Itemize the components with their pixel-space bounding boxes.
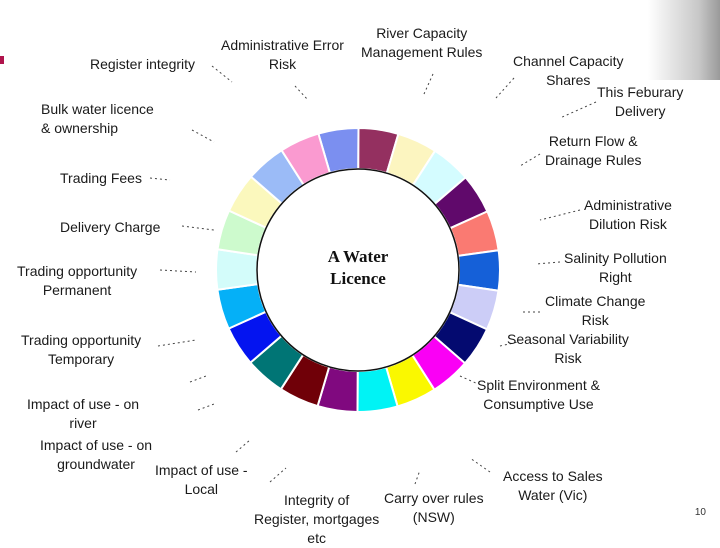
label-river-capacity-management-rules: River Capacity Management Rules [361,25,483,60]
label-trading-fees: Trading Fees [60,170,142,186]
label-bulk-water-licence-ownership: Bulk water licence & ownership [41,101,154,136]
leader-line [459,375,479,385]
wheel-rim [214,126,502,414]
label-climate-change-risk: Climate Change Risk [545,293,646,328]
leader-line [539,209,581,221]
label-administrative-dilution-risk: Administrative Dilution Risk [584,197,672,232]
label-impact-of-use-local: Impact of use - Local [155,462,248,497]
leader-line [294,85,309,101]
label-delivery-charge: Delivery Charge [60,219,161,235]
label-impact-of-use-on-river: Impact of use - on river [27,396,140,431]
leader-line [414,469,421,485]
label-seasonal-variability-risk: Seasonal Variability Risk [507,331,629,366]
leader-line [191,129,215,143]
leader-line [559,101,597,119]
center-disc [256,168,460,372]
leader-line [269,467,287,483]
label-return-flow-drainage-rules: Return Flow & Drainage Rules [545,133,642,168]
label-impact-of-use-on-groundwater: Impact of use - on groundwater [40,437,153,472]
wheel-segments [214,126,502,414]
leader-lines [149,65,597,485]
leader-line [189,375,207,383]
leader-line [535,261,561,265]
leader-line [159,269,197,273]
leader-line [499,341,519,347]
leader-line [495,77,515,99]
leader-line [157,339,197,347]
leader-line [519,153,541,167]
leader-line [149,177,171,181]
leader-line [197,403,215,411]
leader-line [469,457,491,473]
label-channel-capacity-shares: Channel Capacity Shares [513,53,624,88]
label-access-to-sales-water-vic: Access to Sales Water (Vic) [503,468,603,503]
leader-line [235,439,251,453]
slide-number: 10 [694,507,706,518]
label-trading-opportunity-permanent: Trading opportunity Permanent [17,263,138,298]
label-administrative-error-risk: Administrative Error Risk [221,37,344,72]
center-label: A Water Licence [327,247,389,288]
label-trading-opportunity-temporary: Trading opportunity Temporary [21,332,142,367]
leader-line [211,65,233,83]
accent-mark [0,56,4,64]
header-band [0,0,720,80]
label-register-integrity: Register integrity [90,56,196,72]
label-split-environment-consumptive-use: Split Environment & Consumptive Use [477,377,600,412]
label-this-feburary-delivery: This Feburary Delivery [597,84,684,119]
label-integrity-of-register-mortgages: Integrity of Register, mortgages etc [254,492,380,546]
label-carry-over-rules-nsw: Carry over rules (NSW) [384,490,484,525]
leader-line [423,73,434,95]
leader-line [181,225,215,231]
label-salinity-pollution-right: Salinity Pollution Right [564,250,667,285]
